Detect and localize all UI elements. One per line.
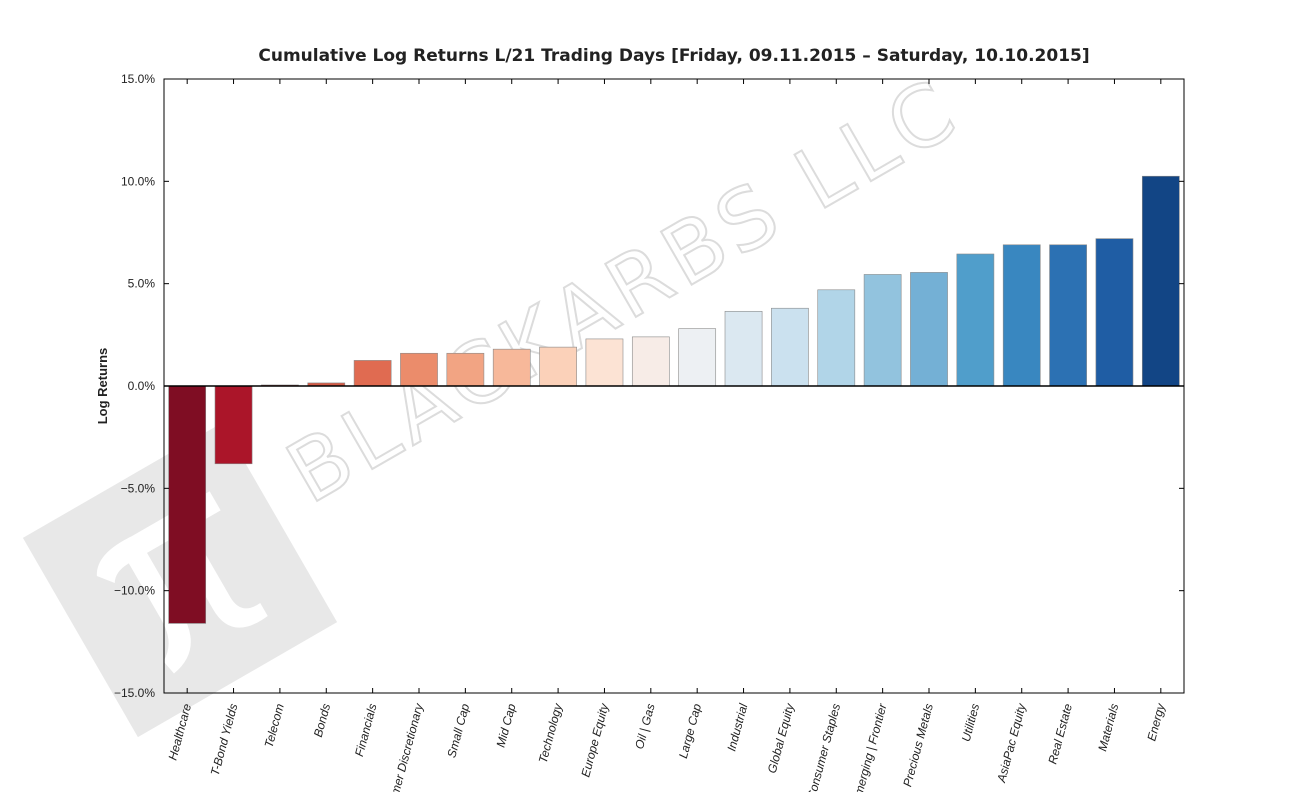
- x-tick-label: Financials: [352, 702, 380, 758]
- x-tick-label: Telecom: [262, 702, 287, 749]
- bar: [956, 253, 995, 387]
- x-tick-label: Small Cap: [444, 702, 472, 759]
- x-tick-label: Large Cap: [676, 702, 704, 760]
- bar: [400, 352, 438, 387]
- bars: [168, 175, 1180, 624]
- bar: [585, 338, 624, 387]
- y-tick-label: 15.0%: [121, 72, 155, 86]
- x-tick-label: Real Estate: [1045, 702, 1075, 766]
- y-tick-label: 5.0%: [128, 277, 156, 291]
- y-axis-ticks: 15.0% 10.0% 5.0% 0.0% −5.0% −10.0% −15.0%: [114, 72, 1184, 700]
- bar: [771, 307, 809, 387]
- bar: [724, 310, 763, 387]
- y-tick-label: 0.0%: [128, 379, 156, 393]
- bar: [1095, 238, 1134, 387]
- bar: [1049, 244, 1087, 387]
- watermark: BLACKARBS LLC: [22, 58, 976, 738]
- bar: [353, 360, 392, 387]
- x-tick-label: Emerging | Frontier: [849, 701, 889, 792]
- bar: [539, 346, 577, 387]
- x-tick-label: Consumer Staples: [804, 702, 843, 792]
- x-tick-label: Mid Cap: [494, 702, 519, 749]
- bar: [910, 272, 948, 387]
- x-tick-label: Energy: [1144, 701, 1168, 742]
- x-tick-label: Oil | Gas: [632, 702, 658, 751]
- bar: [631, 336, 670, 387]
- bar: [678, 328, 717, 387]
- bar: [863, 274, 902, 387]
- watermark-pi-icon: [96, 491, 268, 674]
- bar: [168, 385, 207, 624]
- bar: [214, 385, 253, 465]
- plot-frame: [163, 78, 1185, 694]
- y-tick-label: −5.0%: [121, 481, 156, 495]
- chart-title: Cumulative Log Returns L/21 Trading Days…: [258, 46, 1089, 66]
- x-tick-label: Materials: [1095, 702, 1121, 753]
- bar: [817, 289, 856, 387]
- x-tick-label: Consumer Discretionary: [379, 701, 426, 792]
- bar: [1141, 175, 1180, 387]
- x-tick-label: Global Equity: [765, 701, 797, 775]
- y-axis-label: Log Returns: [95, 348, 110, 425]
- bar: [492, 348, 531, 387]
- x-tick-label: Bonds: [311, 702, 333, 738]
- bar: [1002, 244, 1041, 387]
- y-tick-label: −15.0%: [114, 686, 155, 700]
- bar: [446, 352, 485, 387]
- x-tick-label: Technology: [536, 701, 566, 764]
- x-tick-label: Utilities: [959, 702, 983, 743]
- x-tick-label: AsiaPac Equity: [994, 701, 1029, 785]
- x-tick-label: Industrial: [724, 702, 750, 753]
- y-tick-label: −10.0%: [114, 584, 155, 598]
- x-tick-label: T-Bond Yields: [208, 702, 241, 777]
- x-tick-label: Precious Metals: [900, 702, 936, 788]
- x-tick-label: Europe Equity: [578, 701, 611, 778]
- y-tick-label: 10.0%: [121, 174, 155, 188]
